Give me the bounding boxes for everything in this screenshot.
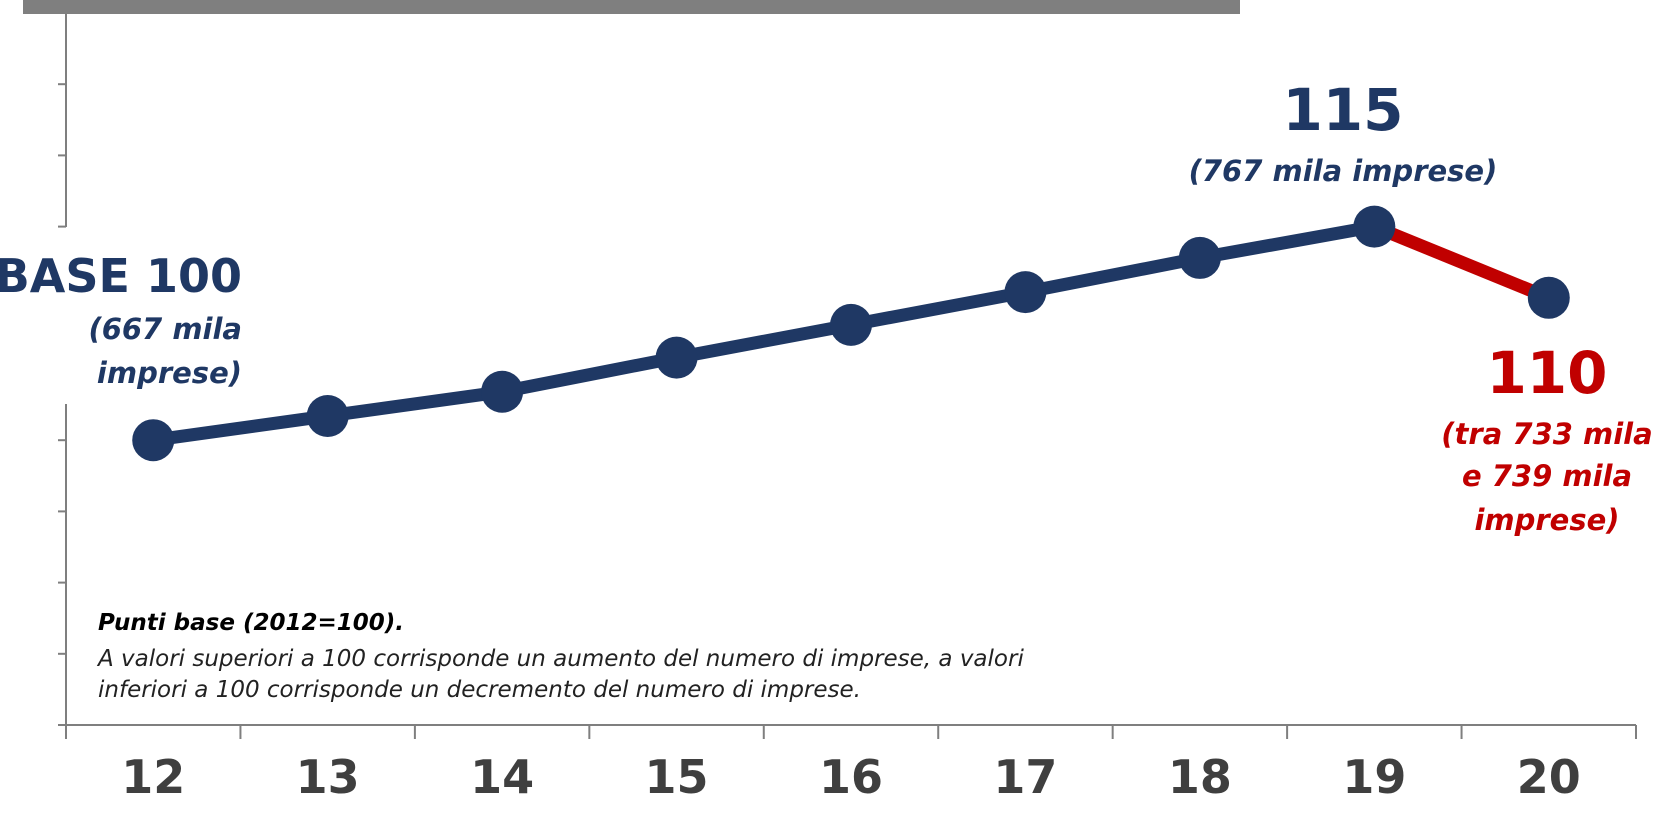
annotation: 110 [1486,339,1607,407]
note-line: inferiori a 100 corrisponde un decrement… [98,677,861,703]
x-tick-label: 13 [296,750,360,804]
annotation: BASE 100 [0,249,242,303]
point [655,336,698,379]
note-line: A valori superiori a 100 corrisponde un … [96,646,1024,672]
annotation-note: (667 mila [88,312,242,346]
x-tick-label: 19 [1342,750,1406,804]
note-title: Punti base (2012=100). [98,610,404,636]
x-tick-label: 14 [470,750,534,804]
annotation-note: imprese) [97,356,242,390]
x-tick-label: 20 [1517,750,1581,804]
point [481,370,524,413]
point [1004,271,1047,314]
x-tick-label: 17 [993,750,1057,804]
point [306,394,349,437]
x-tick-label: 15 [645,750,709,804]
annotation-note: e 739 mila [1462,459,1632,493]
x-tick-label: 16 [819,750,883,804]
x-tick-label: 18 [1168,750,1232,804]
annotation: 115 [1282,76,1403,144]
line [152,220,1376,447]
x-tick-label: 12 [121,750,185,804]
point [1178,236,1221,279]
annotation-note: (tra 733 mila [1441,417,1652,451]
point [830,303,872,346]
annotation-note: imprese) [1474,503,1619,537]
point [1527,276,1570,319]
line-highlight [1371,220,1552,304]
title-bar [23,0,1240,14]
point [132,419,175,462]
annotation-note: (767 mila imprese) [1189,154,1498,188]
point [1353,205,1396,248]
